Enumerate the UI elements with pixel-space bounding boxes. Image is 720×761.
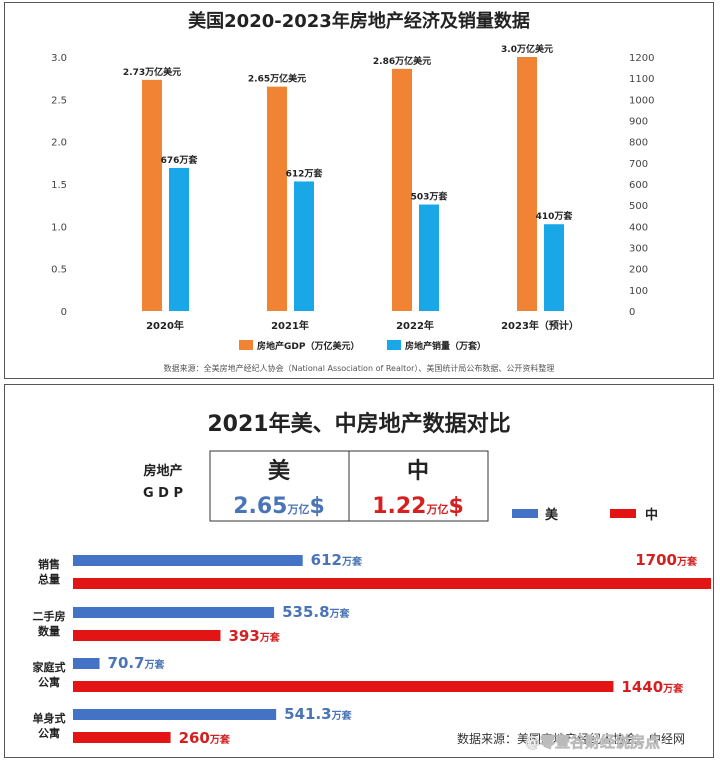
row-label-line2: 公寓 (38, 675, 60, 689)
us-bar (73, 658, 100, 669)
gdp-us-value: 2.65万亿$ (233, 494, 325, 519)
gdp-bar (267, 86, 287, 311)
comparison-source: 数据来源：美国房地产经纪人协会、中经网 (457, 731, 685, 746)
left-axis-tick: 1.0 (51, 222, 67, 233)
legend-sales-label: 房地产销量（万套） (405, 340, 486, 352)
us-value-label: 612万套 (311, 551, 363, 569)
cn-value-label: 260万套 (179, 729, 231, 747)
right-axis-tick: 700 (629, 159, 648, 170)
right-axis-tick: 1100 (629, 74, 654, 85)
us-real-estate-chart-panel: 美国2020-2023年房地产经济及销量数据 0 0.5 1.0 1.5 2.0 2.5 3… (4, 2, 714, 379)
gdp-bar-label: 2.65万亿美元 (248, 73, 306, 85)
right-axis-tick: 500 (629, 201, 648, 212)
us-value-label: 70.7万套 (108, 654, 166, 672)
us-value-label: 535.8万套 (282, 603, 350, 621)
legend-gdp-swatch (239, 340, 253, 350)
gdp-bar-label: 2.73万亿美元 (123, 66, 181, 78)
gdp-bar (517, 57, 537, 311)
us-bar (73, 607, 275, 618)
row-label-line1: 销售 (38, 557, 60, 571)
us-bar (73, 709, 277, 720)
right-axis-tick: 800 (629, 138, 648, 149)
cn-value-label: 1440万套 (621, 678, 684, 696)
gdp-bar-label: 2.86万亿美元 (373, 55, 431, 67)
gdp-cn-value: 1.22万亿$ (372, 494, 464, 519)
left-axis-tick: 2.0 (51, 138, 67, 149)
right-axis-tick: 300 (629, 244, 648, 255)
gdp-cn-header: 中 (407, 459, 429, 484)
gdp-bar (392, 68, 412, 311)
comparison-title: 2021年美、中房地产数据对比 (207, 411, 510, 437)
left-axis: 0 0.5 1.0 1.5 2.0 2.5 3.0 (51, 53, 67, 318)
row-label-line2: 数量 (38, 624, 60, 638)
gdp-bar-label: 3.0万亿美元 (501, 43, 553, 55)
left-axis-tick: 3.0 (51, 53, 67, 64)
us-value-label: 541.3万套 (284, 705, 352, 723)
legend-us-label: 美 (545, 507, 559, 523)
gdp-us-header: 美 (268, 458, 291, 484)
left-axis-tick: 0.5 (51, 265, 67, 276)
category-label: 2020年 (146, 319, 184, 332)
legend-cn-label: 中 (645, 507, 658, 523)
legend: 房地产GDP（万亿美元） 房地产销量（万套） (239, 340, 486, 352)
sales-bar (544, 224, 564, 311)
cn-value-label: 393万套 (228, 627, 280, 645)
cn-value-label: 1700万套 (635, 551, 698, 569)
sales-bar-label: 612万套 (286, 167, 324, 179)
right-axis-tick: 600 (629, 180, 648, 191)
category-label: 2022年 (396, 319, 434, 332)
sales-bar (419, 204, 439, 311)
row-label-line1: 二手房 (33, 609, 66, 623)
right-axis-tick: 400 (629, 222, 648, 233)
category-label: 2023年（预计） (501, 319, 579, 332)
cn-bar (73, 732, 171, 743)
right-axis: 0 100 200 300 400 500 600 700 800 900 1000 1100 1200 (629, 53, 654, 318)
gdp-label-line1: 房地产 (143, 463, 182, 479)
row-label-line2: 总量 (38, 572, 60, 586)
sales-bar-label: 410万套 (536, 210, 574, 222)
right-axis-tick: 1200 (629, 53, 654, 64)
cn-bar (73, 578, 711, 589)
row-label-line1: 家庭式 (33, 660, 66, 674)
source-note: 数据来源：全美房地产经纪人协会（National Association of … (164, 363, 555, 373)
watermark: @零壹谷财经说房点 (525, 733, 660, 751)
sales-bar-label: 503万套 (411, 191, 449, 203)
row-label-line2: 公寓 (38, 726, 60, 740)
sales-bar (294, 181, 314, 311)
category-labels: 2020年 2021年 2022年 2023年（预计） (146, 319, 579, 332)
cn-bar (73, 681, 614, 692)
chart-title: 美国2020-2023年房地产经济及销量数据 (188, 10, 530, 32)
us-china-comparison-panel: 2021年美、中房地产数据对比 房地产 G D P 美 中 2.65万亿$ 1.… (4, 384, 714, 758)
us-bar (73, 555, 303, 566)
right-axis-tick: 0 (629, 307, 635, 318)
cn-bar (73, 630, 221, 641)
left-axis-tick: 1.5 (51, 180, 67, 191)
left-axis-tick: 2.5 (51, 95, 67, 106)
right-axis-tick: 200 (629, 265, 648, 276)
legend-cn-swatch (610, 509, 636, 518)
category-label: 2021年 (271, 319, 309, 332)
comparison-legend: 美 中 (512, 507, 658, 523)
right-axis-tick: 100 (629, 286, 648, 297)
left-axis-tick: 0 (61, 307, 67, 318)
right-axis-tick: 900 (629, 117, 648, 128)
legend-gdp-label: 房地产GDP（万亿美元） (257, 340, 359, 352)
row-label-line1: 单身式 (33, 711, 66, 725)
legend-us-swatch (512, 509, 538, 518)
right-axis-tick: 1000 (629, 95, 654, 106)
us-china-comparison-chart: 2021年美、中房地产数据对比 房地产 G D P 美 中 2.65万亿$ 1.… (33, 411, 711, 751)
sales-bar (169, 167, 189, 311)
bar-group: 2.73万亿美元 676万套 2.65万亿美元 612万套 2.86万亿美元 503万套 3… (123, 43, 573, 311)
us-real-estate-chart: 美国2020-2023年房地产经济及销量数据 0 0.5 1.0 1.5 2.0 2.5 3… (51, 10, 654, 373)
gdp-label-line2: G D P (143, 486, 183, 501)
sales-bar-label: 676万套 (161, 154, 199, 166)
legend-sales-swatch (387, 340, 401, 350)
gdp-bar (142, 79, 162, 311)
